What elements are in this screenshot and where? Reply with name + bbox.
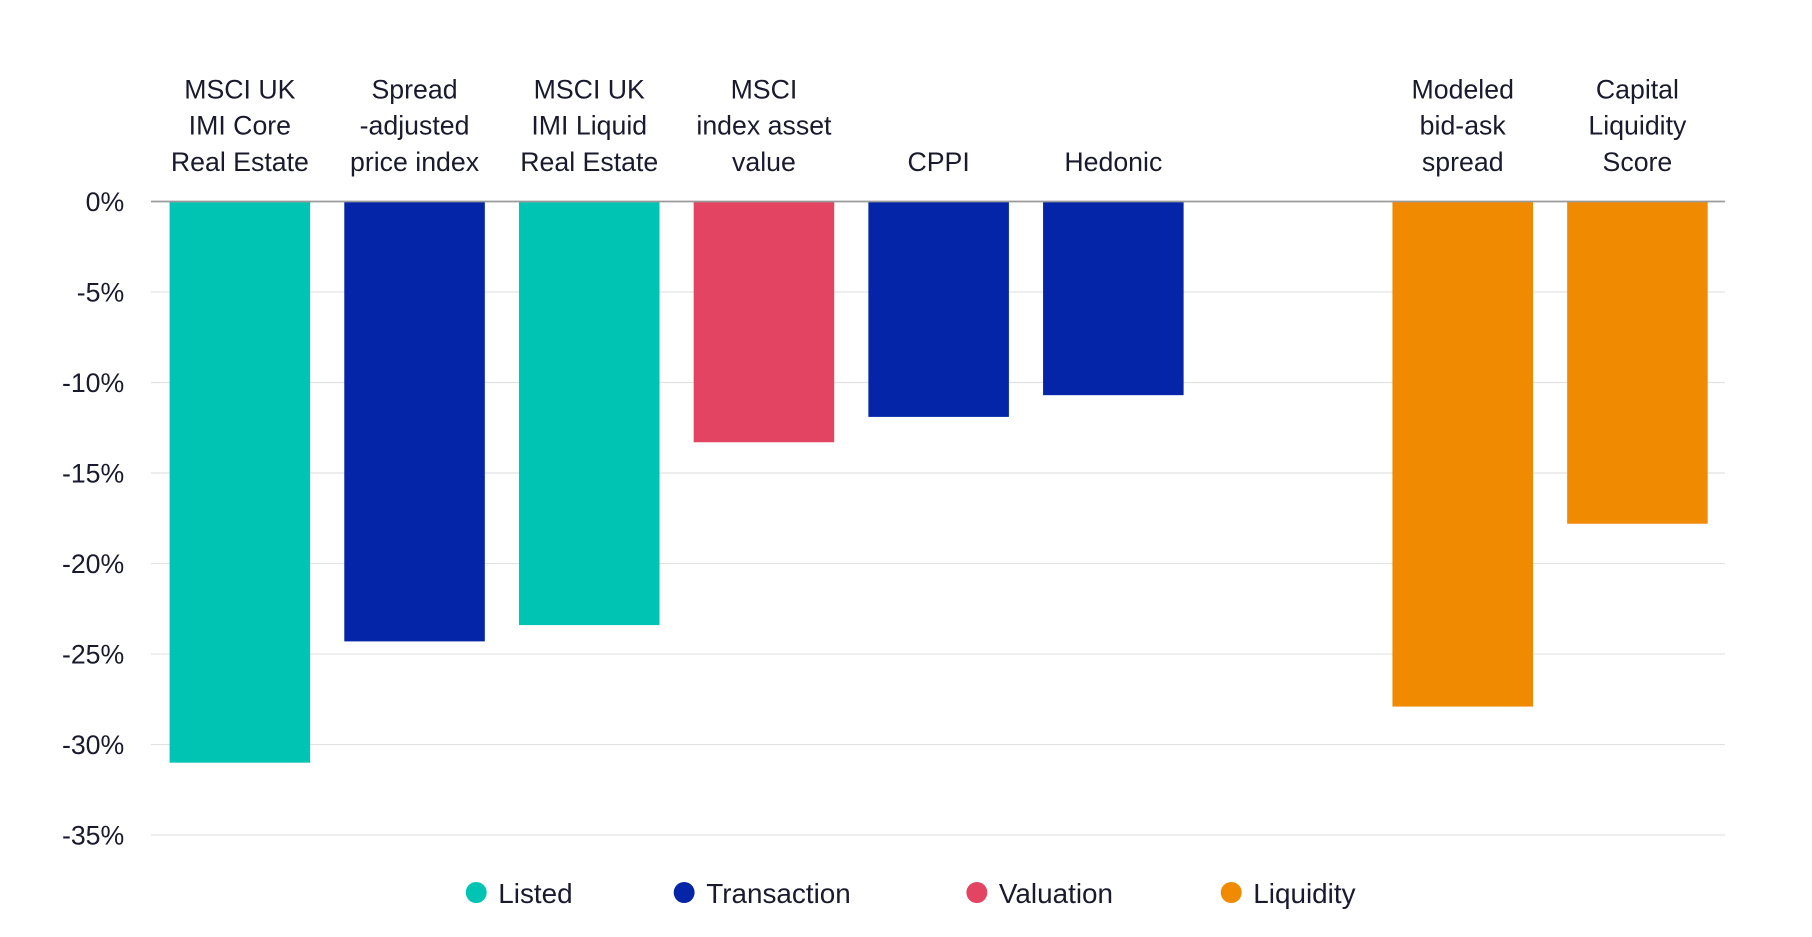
bar bbox=[1567, 201, 1708, 524]
bar bbox=[169, 201, 311, 763]
y-tick-label: -30% bbox=[62, 730, 124, 760]
bars bbox=[169, 201, 1708, 763]
legend: Listed Transaction Valuation Liquidity bbox=[465, 878, 1356, 909]
bar bbox=[344, 201, 485, 642]
category-label: Hedonic bbox=[1064, 147, 1162, 177]
bar bbox=[518, 201, 660, 626]
category-label: Real Estate bbox=[520, 147, 658, 177]
y-tick-label: -20% bbox=[62, 549, 124, 579]
legend-marker bbox=[966, 881, 988, 904]
category-label: value bbox=[732, 147, 796, 177]
legend-label: Liquidity bbox=[1253, 878, 1355, 909]
y-tick-label: -15% bbox=[62, 458, 124, 488]
category-label: price index bbox=[350, 147, 480, 177]
y-axis: 0% -5% -10% -15% -20% -25% -30% -35% bbox=[62, 187, 124, 851]
category-label: Score bbox=[1603, 147, 1673, 177]
category-label: bid-ask bbox=[1420, 111, 1507, 141]
category-label: CPPI bbox=[907, 147, 969, 177]
category-label: MSCI UK bbox=[534, 74, 645, 104]
legend-label: Transaction bbox=[706, 878, 851, 909]
category-label: IMI Core bbox=[189, 111, 291, 141]
category-label: -adjusted bbox=[360, 111, 470, 141]
category-label: Liquidity bbox=[1588, 111, 1687, 141]
bar bbox=[1392, 201, 1533, 707]
bar bbox=[1043, 201, 1184, 396]
y-tick-label: 0% bbox=[86, 187, 125, 217]
category-label: IMI Liquid bbox=[531, 111, 647, 141]
y-tick-label: -25% bbox=[62, 639, 124, 669]
category-labels: MSCI UK IMI Core Real Estate Spread -adjuste… bbox=[171, 74, 1687, 177]
category-label: Real Estate bbox=[171, 147, 309, 177]
bar bbox=[693, 201, 835, 443]
y-tick-label: -35% bbox=[62, 820, 124, 850]
y-tick-label: -5% bbox=[77, 277, 124, 307]
legend-marker bbox=[1220, 881, 1242, 904]
category-label: MSCI UK bbox=[184, 74, 295, 104]
legend-marker bbox=[673, 881, 695, 904]
category-label: Modeled bbox=[1412, 74, 1514, 104]
category-label: index asset bbox=[696, 111, 832, 141]
category-label: spread bbox=[1422, 147, 1504, 177]
bar bbox=[868, 201, 1009, 417]
y-tick-label: -10% bbox=[62, 368, 124, 398]
category-label: MSCI bbox=[731, 74, 798, 104]
category-label: Capital bbox=[1596, 74, 1679, 104]
legend-marker bbox=[465, 881, 487, 904]
legend-label: Valuation bbox=[999, 878, 1113, 909]
category-label: Spread bbox=[371, 74, 457, 104]
legend-label: Listed bbox=[498, 878, 572, 909]
